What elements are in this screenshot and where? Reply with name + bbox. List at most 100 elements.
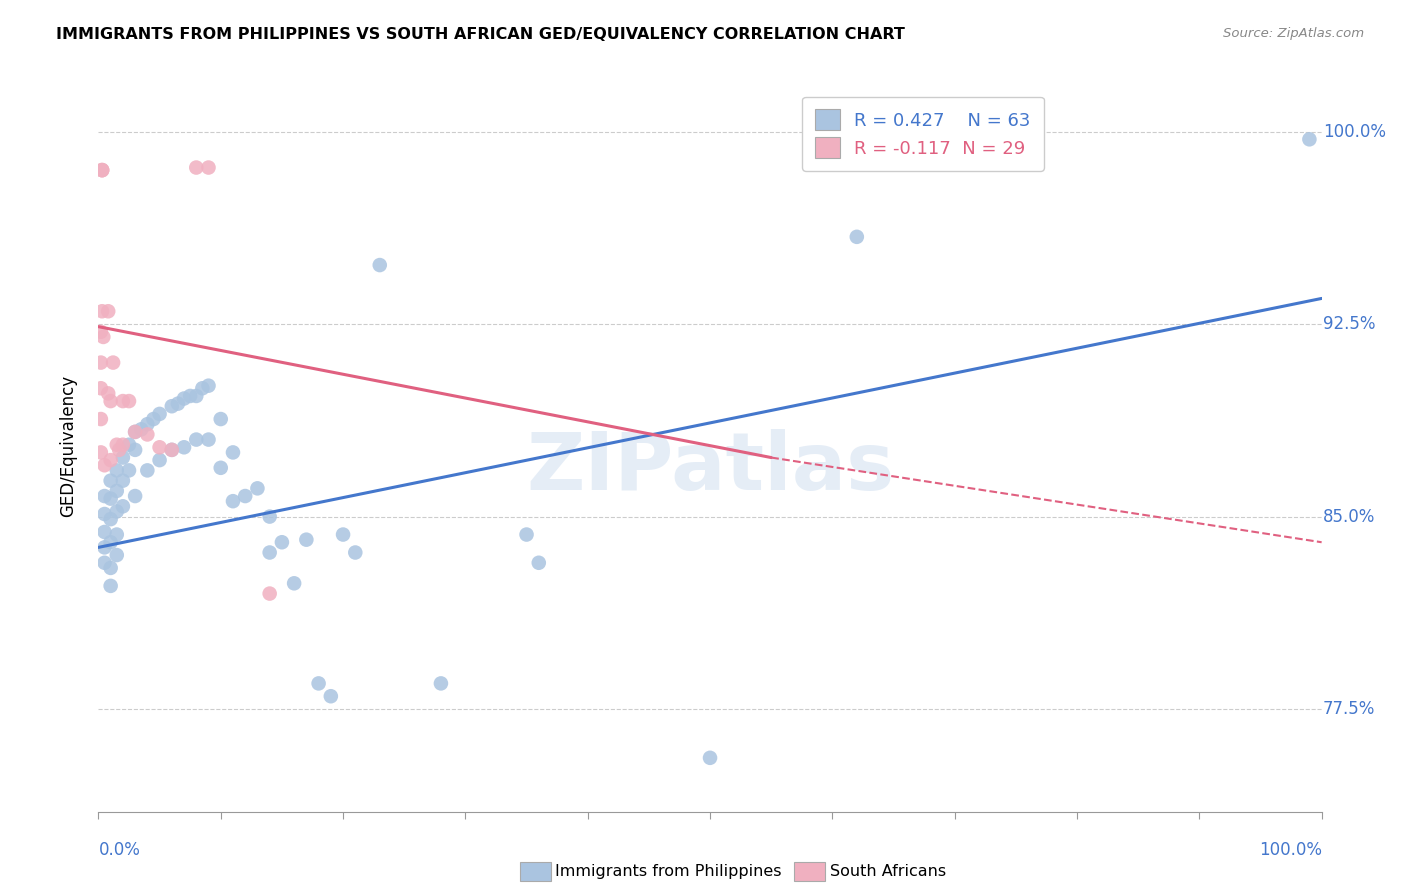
- Point: [197, 161, 219, 175]
- Point: [90, 381, 112, 395]
- Point: [259, 586, 281, 600]
- Point: [100, 394, 122, 409]
- Point: [283, 576, 305, 591]
- Point: [93, 541, 115, 555]
- Text: Source: ZipAtlas.com: Source: ZipAtlas.com: [1223, 27, 1364, 40]
- Point: [97, 304, 120, 318]
- Point: [100, 561, 122, 575]
- Point: [149, 453, 172, 467]
- Text: IMMIGRANTS FROM PHILIPPINES VS SOUTH AFRICAN GED/EQUIVALENCY CORRELATION CHART: IMMIGRANTS FROM PHILIPPINES VS SOUTH AFR…: [56, 27, 905, 42]
- Point: [100, 491, 122, 506]
- Point: [124, 425, 146, 439]
- Point: [173, 392, 195, 406]
- Point: [270, 535, 294, 549]
- Point: [186, 389, 208, 403]
- Point: [259, 545, 281, 559]
- Point: [197, 433, 219, 447]
- Point: [118, 438, 141, 452]
- Point: [93, 458, 115, 473]
- Point: [93, 556, 115, 570]
- Point: [105, 548, 128, 562]
- Point: [124, 442, 146, 457]
- Point: [111, 438, 134, 452]
- Point: [160, 442, 183, 457]
- Point: [111, 500, 134, 514]
- Point: [149, 407, 172, 421]
- Point: [515, 527, 537, 541]
- Point: [845, 230, 868, 244]
- Text: 100.0%: 100.0%: [1258, 841, 1322, 859]
- Point: [142, 412, 165, 426]
- Point: [105, 438, 128, 452]
- Point: [100, 474, 122, 488]
- Point: [344, 545, 367, 559]
- Point: [111, 394, 134, 409]
- Legend: R = 0.427    N = 63, R = -0.117  N = 29: R = 0.427 N = 63, R = -0.117 N = 29: [803, 96, 1043, 171]
- Y-axis label: GED/Equivalency: GED/Equivalency: [59, 375, 77, 517]
- Point: [319, 690, 342, 704]
- Point: [111, 450, 134, 465]
- Point: [101, 355, 124, 369]
- Point: [97, 386, 120, 401]
- Text: 85.0%: 85.0%: [1323, 508, 1375, 525]
- Point: [259, 509, 281, 524]
- Point: [105, 527, 128, 541]
- Text: 92.5%: 92.5%: [1323, 315, 1375, 333]
- Point: [91, 163, 114, 178]
- Point: [124, 425, 146, 439]
- Point: [91, 330, 114, 344]
- Point: [136, 427, 159, 442]
- Point: [100, 512, 122, 526]
- Point: [430, 676, 453, 690]
- Point: [105, 483, 128, 498]
- Point: [91, 304, 114, 318]
- Point: [186, 433, 208, 447]
- Point: [222, 445, 245, 459]
- Text: Immigrants from Philippines: Immigrants from Philippines: [555, 864, 782, 879]
- Text: 0.0%: 0.0%: [98, 841, 141, 859]
- Point: [90, 445, 112, 459]
- Point: [246, 481, 269, 495]
- Text: 100.0%: 100.0%: [1323, 122, 1386, 141]
- Point: [111, 474, 134, 488]
- Point: [209, 460, 232, 475]
- Point: [93, 524, 115, 539]
- Point: [118, 394, 141, 409]
- Point: [105, 504, 128, 518]
- Point: [186, 161, 208, 175]
- Point: [368, 258, 391, 272]
- Point: [167, 397, 190, 411]
- Point: [233, 489, 256, 503]
- Point: [1298, 132, 1320, 146]
- Point: [308, 676, 330, 690]
- Point: [222, 494, 245, 508]
- Point: [332, 527, 354, 541]
- Point: [197, 378, 219, 392]
- Point: [124, 489, 146, 503]
- Point: [149, 440, 172, 454]
- Text: South Africans: South Africans: [830, 864, 946, 879]
- Point: [136, 463, 159, 477]
- Point: [209, 412, 232, 426]
- Point: [179, 389, 201, 403]
- Point: [90, 355, 112, 369]
- Point: [100, 535, 122, 549]
- Point: [160, 399, 183, 413]
- Point: [93, 489, 115, 503]
- Point: [100, 453, 122, 467]
- Text: ZIPatlas: ZIPatlas: [526, 429, 894, 507]
- Point: [90, 325, 112, 339]
- Point: [699, 751, 721, 765]
- Point: [91, 163, 114, 178]
- Point: [100, 579, 122, 593]
- Point: [173, 440, 195, 454]
- Point: [93, 507, 115, 521]
- Point: [191, 381, 214, 395]
- Point: [105, 463, 128, 477]
- Point: [160, 442, 183, 457]
- Point: [527, 556, 550, 570]
- Point: [90, 412, 112, 426]
- Text: 77.5%: 77.5%: [1323, 700, 1375, 718]
- Point: [91, 163, 114, 178]
- Point: [108, 442, 131, 457]
